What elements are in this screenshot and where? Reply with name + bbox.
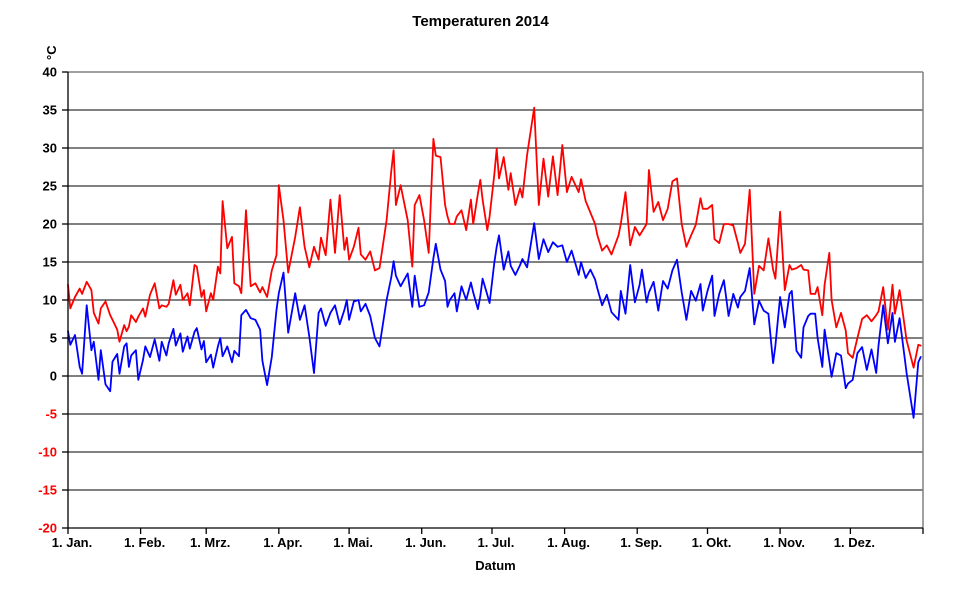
y-tick-label: -5: [45, 407, 57, 422]
y-tick-label: 25: [43, 179, 57, 194]
x-tick-label: 1. Nov.: [763, 535, 805, 550]
y-tick-label: -20: [38, 521, 57, 536]
chart-title: Temperaturen 2014: [412, 13, 549, 30]
y-tick-label: 15: [43, 255, 57, 270]
y-tick-label: 10: [43, 293, 57, 308]
blue-series-line: [67, 222, 922, 419]
x-tick-label: 1. Apr.: [263, 535, 302, 550]
x-tick-label: 1. Aug.: [547, 535, 590, 550]
y-tick-label: -10: [38, 445, 57, 460]
x-tick-label: 1. Jan.: [52, 535, 92, 550]
y-tick-label: 5: [50, 331, 57, 346]
red-series-line: [67, 106, 922, 369]
y-tick-label: 30: [43, 141, 57, 156]
y-axis-title: °C: [44, 45, 59, 60]
y-tick-label: -15: [38, 483, 57, 498]
x-tick-label: 1. Okt.: [692, 535, 732, 550]
x-tick-label: 1. Jun.: [405, 535, 446, 550]
y-tick-label: 35: [43, 103, 57, 118]
y-tick-label: 40: [43, 65, 57, 80]
y-tick-label: 0: [50, 369, 57, 384]
y-tick-label: 20: [43, 217, 57, 232]
x-tick-label: 1. Dez.: [834, 535, 875, 550]
x-axis-title: Datum: [475, 558, 516, 573]
x-tick-label: 1. Jul.: [478, 535, 515, 550]
x-tick-label: 1. Sep.: [620, 535, 662, 550]
x-tick-label: 1. Feb.: [124, 535, 165, 550]
x-tick-label: 1. Mai.: [333, 535, 373, 550]
x-tick-label: 1. Mrz.: [190, 535, 230, 550]
